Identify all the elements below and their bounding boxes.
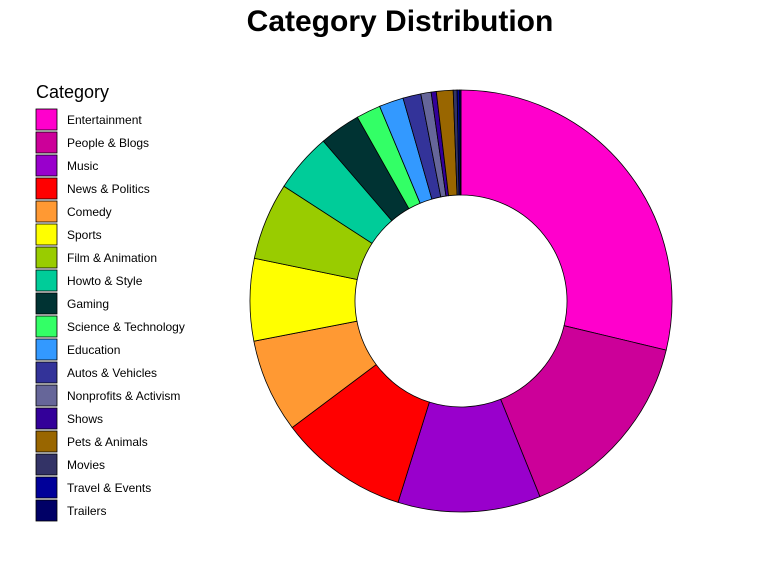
- slice-entertainment: [460, 89, 673, 351]
- legend-swatch-travel-and-events: [35, 476, 58, 499]
- legend-label-movies: Movies: [67, 458, 105, 472]
- legend-swatch-autos-and-vehicles: [35, 361, 58, 384]
- legend-swatch-sports: [35, 223, 58, 246]
- legend-label-sports: Sports: [67, 228, 102, 242]
- slice-trailers: [459, 89, 462, 196]
- legend: Entertainment People & Blogs Music News & P…: [35, 108, 185, 522]
- legend-label-gaming: Gaming: [67, 297, 109, 311]
- legend-swatch-film-and-animation: [35, 246, 58, 269]
- legend-swatch-movies: [35, 453, 58, 476]
- legend-label-howto-and-style: Howto & Style: [67, 274, 143, 288]
- legend-swatch-comedy: [35, 200, 58, 223]
- legend-swatch-news-and-politics: [35, 177, 58, 200]
- legend-swatch-science-and-technology: [35, 315, 58, 338]
- legend-label-film-and-animation: Film & Animation: [67, 251, 157, 265]
- legend-label-autos-and-vehicles: Autos & Vehicles: [67, 366, 157, 380]
- legend-label-science-and-technology: Science & Technology: [67, 320, 185, 334]
- legend-label-entertainment: Entertainment: [67, 113, 142, 127]
- legend-label-travel-and-events: Travel & Events: [67, 481, 151, 495]
- legend-swatch-nonprofits-and-activism: [35, 384, 58, 407]
- legend-label-news-and-politics: News & Politics: [67, 182, 150, 196]
- slice-people-and-blogs: [500, 325, 667, 498]
- legend-label-people-and-blogs: People & Blogs: [67, 136, 149, 150]
- legend-swatch-gaming: [35, 292, 58, 315]
- legend-label-shows: Shows: [67, 412, 103, 426]
- legend-swatch-entertainment: [35, 108, 58, 131]
- legend-label-nonprofits-and-activism: Nonprofits & Activism: [67, 389, 180, 403]
- legend-label-music: Music: [67, 159, 98, 173]
- legend-swatch-education: [35, 338, 58, 361]
- legend-label-education: Education: [67, 343, 120, 357]
- legend-title: Category: [36, 82, 109, 102]
- legend-swatch-howto-and-style: [35, 269, 58, 292]
- legend-label-trailers: Trailers: [67, 504, 107, 518]
- legend-swatch-people-and-blogs: [35, 131, 58, 154]
- legend-swatch-shows: [35, 407, 58, 430]
- donut-slices: [249, 89, 673, 513]
- chart-title: Category Distribution: [247, 5, 554, 38]
- legend-swatch-pets-and-animals: [35, 430, 58, 453]
- legend-label-pets-and-animals: Pets & Animals: [67, 435, 148, 449]
- legend-label-comedy: Comedy: [67, 205, 112, 219]
- legend-swatch-music: [35, 154, 58, 177]
- legend-swatch-trailers: [35, 499, 58, 522]
